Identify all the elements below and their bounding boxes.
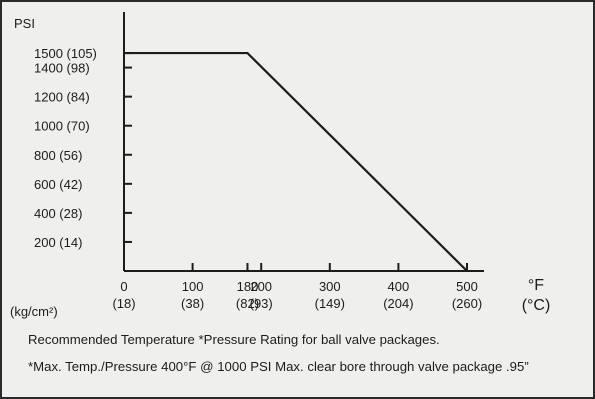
- x-ticks: 0 (18) 100 (38) 180 (82) 200 (93) 300 (149) 400 (20…: [112, 263, 482, 311]
- x-tick-label-f: 300: [319, 279, 341, 294]
- x-axis-title-c: (°C): [522, 297, 551, 314]
- x-tick-label-f: 200: [250, 279, 272, 294]
- x-tick-label-c: (93): [250, 296, 273, 311]
- x-tick-label-c: (18): [112, 296, 135, 311]
- y-tick-label: 600 (42): [34, 177, 82, 192]
- series-group: [124, 51, 468, 272]
- caption-footnote: *Max. Temp./Pressure 400°F @ 1000 PSI Ma…: [28, 359, 529, 374]
- y-tick-label: 1500 (105): [34, 46, 97, 61]
- y-axis-title: PSI: [14, 16, 35, 31]
- y-tick-label: 1000 (70): [34, 119, 90, 134]
- x-tick-label-c: (38): [181, 296, 204, 311]
- y-ticks: 200 (14) 400 (28) 600 (42) 800 (56) 1000 (70…: [34, 46, 132, 250]
- x-tick-label-f: 500: [456, 279, 478, 294]
- y-tick-label: 200 (14): [34, 235, 82, 250]
- x-tick-label-f: 180: [237, 279, 259, 294]
- y-tick-label: 400 (28): [34, 206, 82, 221]
- pressure-rating-line: [124, 51, 468, 272]
- x-tick-label-c: (204): [383, 296, 413, 311]
- y-tick-label: 800 (56): [34, 148, 82, 163]
- x-tick-label-c: (149): [315, 296, 345, 311]
- caption-recommended-temperature: Recommended Temperature *Pressure Rating…: [28, 332, 440, 347]
- x-tick-label-f: 0: [120, 279, 127, 294]
- x-tick-label-f: 400: [388, 279, 410, 294]
- x-axis-title-f: °F: [528, 277, 544, 294]
- x-tick-label-c: (260): [452, 296, 482, 311]
- y-unit-label: (kg/cm²): [10, 304, 58, 319]
- x-tick-label-c: (82): [236, 296, 259, 311]
- axes: [123, 12, 484, 272]
- x-tick-label-f: 100: [182, 279, 204, 294]
- chart-plot: PSI 200 (14)400 (28)600 (42)800 (56)1000…: [10, 12, 551, 319]
- y-tick-label: 1400 (98): [34, 61, 90, 76]
- y-tick-label: 1200 (84): [34, 90, 90, 105]
